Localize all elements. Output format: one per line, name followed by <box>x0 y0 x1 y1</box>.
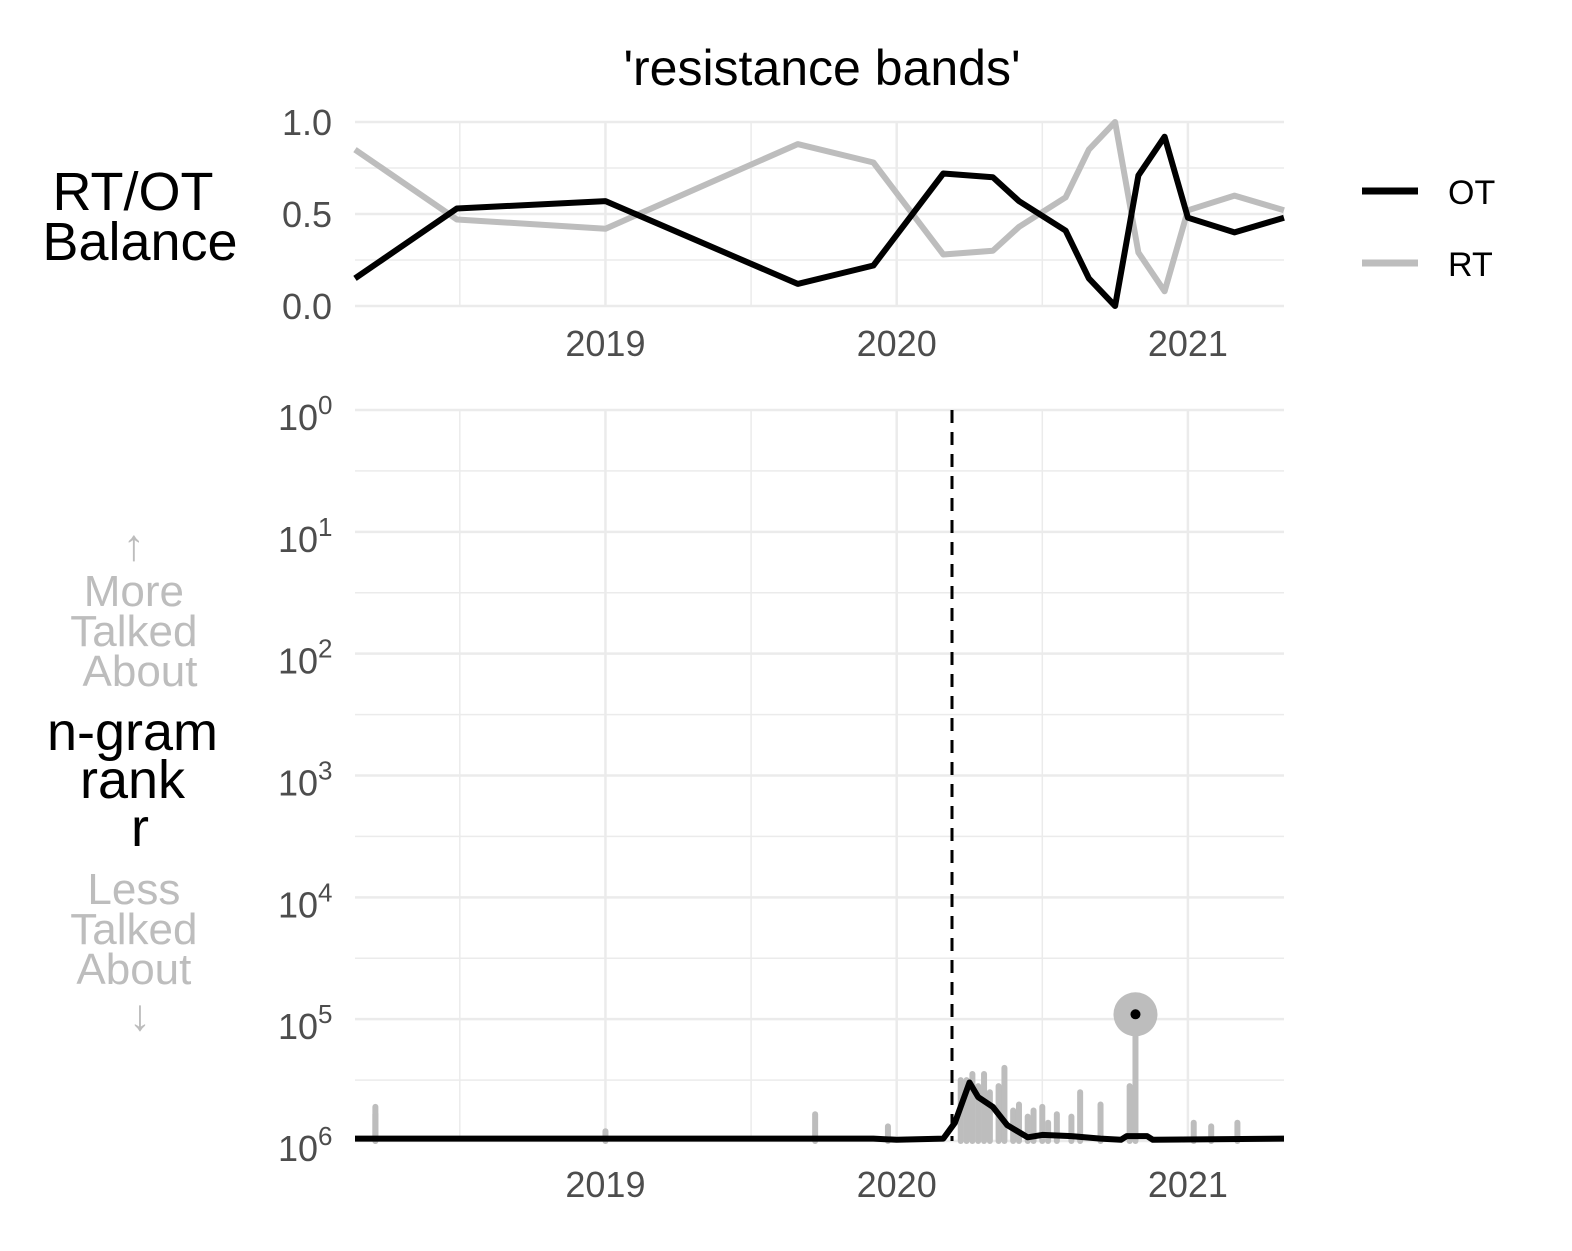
rank-y-tick-label: 102 <box>278 634 333 682</box>
rank-y-tick-label: 103 <box>278 756 333 804</box>
balance-y-tick-label: 1.0 <box>282 102 332 143</box>
more-talked-about-hint: ↑ More Talked About <box>70 521 209 696</box>
legend-label-rt: RT <box>1448 246 1493 284</box>
balance-x-ticks: 2019 2020 2021 <box>565 323 1228 364</box>
rank-x-ticks: 2019 2020 2021 <box>565 1164 1228 1205</box>
rank-panel: 100 101 102 103 104 105 106 2019 2020 2021 ↑ Mor… <box>47 390 1285 1205</box>
chart-title: 'resistance bands' <box>623 40 1020 96</box>
balance-panel: 0.0 0.5 1.0 2019 2020 2021 RT/OT Balance <box>42 102 1285 364</box>
legend: OT RT <box>1362 174 1495 284</box>
balance-y-label: RT/OT Balance <box>42 162 237 272</box>
peak-marker-dot <box>1130 1009 1141 1020</box>
rank-series <box>355 992 1285 1144</box>
rank-x-tick-label: 2019 <box>565 1164 645 1205</box>
less-talked-about-hint: Less Talked About ↓ <box>70 865 209 1040</box>
rank-x-tick-label: 2021 <box>1148 1164 1228 1205</box>
rank-y-tick-label: 101 <box>278 512 333 560</box>
balance-line-rt <box>353 119 1285 295</box>
more-hint-arrow: ↑ <box>123 521 145 570</box>
balance-line-ot <box>353 133 1285 309</box>
balance-y-tick-label: 0.5 <box>282 194 332 235</box>
less-hint-arrow: ↓ <box>129 991 151 1040</box>
rank-x-tick-label: 2020 <box>857 1164 937 1205</box>
rank-y-tick-label: 100 <box>278 390 333 438</box>
balance-y-tick-label: 0.0 <box>282 286 332 327</box>
balance-x-tick-label: 2020 <box>857 323 937 364</box>
rank-y-ticks: 100 101 102 103 104 105 106 <box>278 390 333 1169</box>
balance-x-tick-label: 2019 <box>565 323 645 364</box>
balance-y-ticks: 0.0 0.5 1.0 <box>282 102 332 327</box>
balance-x-tick-label: 2021 <box>1148 323 1228 364</box>
balance-y-label-line-1: RT/OT <box>52 162 212 222</box>
rank-y-tick-label: 104 <box>278 877 333 925</box>
legend-label-ot: OT <box>1448 174 1495 212</box>
rank-y-label: n-gram rank r <box>47 702 233 858</box>
rank-line-ot <box>355 1079 1285 1143</box>
balance-y-label-line-2: Balance <box>42 212 237 272</box>
balance-series <box>353 119 1285 309</box>
rank-y-tick-label: 105 <box>278 999 333 1047</box>
rank-y-tick-label: 106 <box>278 1121 333 1169</box>
